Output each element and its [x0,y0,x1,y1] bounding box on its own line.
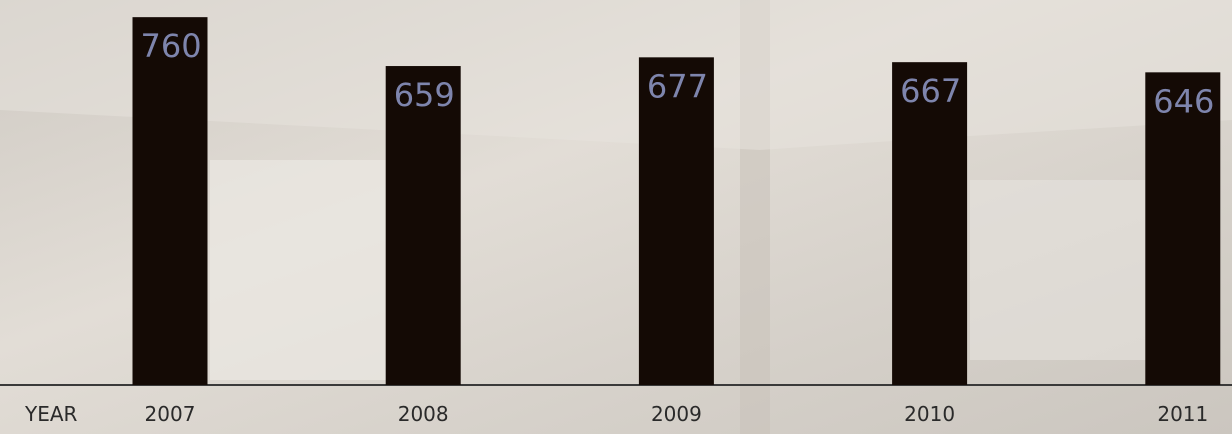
x-tick-label: 2008 [398,402,449,426]
background-shape [970,180,1170,360]
bar [132,17,208,385]
value-label: 760 [141,27,202,65]
value-label: 667 [900,72,961,110]
bar [385,66,461,385]
value-label: 659 [394,76,455,114]
bar [1145,72,1221,385]
x-tick-label: 2009 [651,402,702,426]
x-tick-label: 2011 [1157,402,1208,426]
bar [638,57,714,385]
x-tick-label: 2007 [145,402,196,426]
x-tick-label: 2010 [904,402,955,426]
x-axis-label: YEAR [24,402,78,426]
value-label: 677 [647,67,708,105]
bar [892,62,968,386]
value-label: 646 [1153,82,1214,120]
